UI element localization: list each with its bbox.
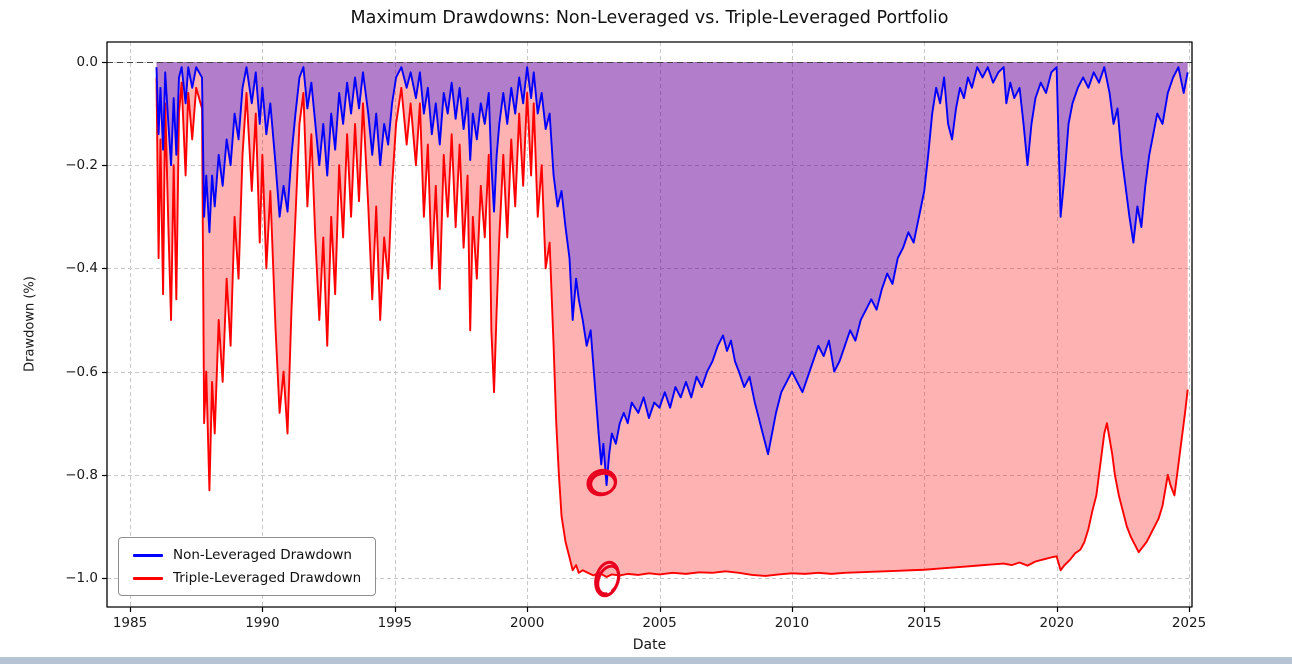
y-tick-label: −1.0	[65, 570, 98, 586]
legend: Non-Leveraged Drawdown Triple-Leveraged …	[118, 537, 377, 596]
legend-label-non-leveraged: Non-Leveraged Drawdown	[173, 547, 352, 563]
x-tick-label: 2010	[774, 615, 810, 631]
x-axis-label: Date	[632, 637, 667, 653]
x-tick-label: 2020	[1039, 615, 1074, 631]
legend-label-triple-leveraged: Triple-Leveraged Drawdown	[173, 570, 362, 586]
y-tick-label: −0.2	[65, 157, 98, 174]
legend-item-non-leveraged: Non-Leveraged Drawdown	[133, 547, 361, 563]
legend-item-triple-leveraged: Triple-Leveraged Drawdown	[133, 570, 361, 586]
x-tick-label: 2000	[509, 615, 545, 631]
y-axis-label: Drawdown (%)	[22, 276, 38, 372]
x-tick-label: 1995	[377, 615, 412, 631]
legend-line-non-leveraged-icon	[133, 553, 163, 557]
x-tick-label: 1990	[245, 615, 280, 631]
y-tick-label: −0.8	[65, 466, 98, 483]
y-tick-label: −0.4	[65, 260, 98, 277]
legend-line-triple-leveraged-icon	[133, 576, 163, 580]
x-tick-label: 2015	[907, 615, 942, 631]
x-tick-label: 2005	[642, 615, 677, 631]
y-tick-label: −0.6	[65, 363, 98, 380]
y-tick-label: 0.0	[76, 54, 98, 70]
x-tick-label: 1985	[112, 615, 148, 631]
bottom-strip	[0, 657, 1292, 664]
x-tick-label: 2025	[1171, 615, 1207, 631]
